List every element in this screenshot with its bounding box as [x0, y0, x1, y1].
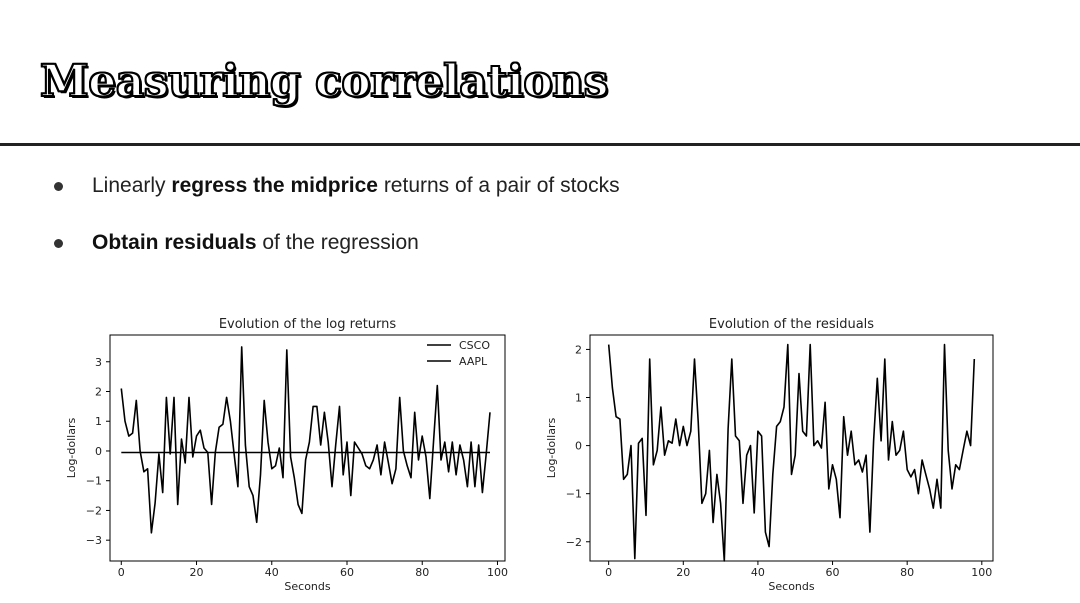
y-tick-label: −1 — [566, 488, 582, 501]
legend-label: AAPL — [459, 355, 488, 368]
x-tick-label: 40 — [265, 566, 279, 579]
bullet-text-bold: regress the midprice — [171, 174, 378, 197]
chart-title: Evolution of the log returns — [219, 317, 397, 332]
series-line-residuals — [607, 343, 976, 562]
series-line-aapl — [120, 346, 491, 534]
bullet-text-post: returns of a pair of stocks — [377, 174, 620, 197]
y-tick-label: −2 — [86, 504, 102, 517]
x-tick-label: 60 — [826, 566, 840, 579]
y-tick-label: −3 — [86, 534, 102, 547]
y-tick-label: 3 — [95, 356, 102, 369]
bullet-text-post: of the regression — [256, 231, 419, 254]
bullet-dot-icon — [54, 239, 63, 248]
bullet-text-bold: Obtain residuals — [92, 231, 257, 254]
x-tick-label: 20 — [676, 566, 690, 579]
y-tick-label: 1 — [575, 392, 582, 405]
plot-frame — [109, 334, 506, 562]
x-tick-label: 60 — [340, 566, 354, 579]
x-axis-label: Seconds — [768, 580, 814, 593]
slide-title: Measuring correlations — [39, 55, 609, 108]
legend-label: CSCO — [459, 339, 490, 352]
y-tick-label: 2 — [575, 343, 582, 356]
x-tick-label: 100 — [487, 566, 508, 579]
x-tick-label: 100 — [971, 566, 992, 579]
y-tick-label: 0 — [575, 440, 582, 453]
y-tick-label: 2 — [95, 386, 102, 399]
bullet-text-pre: Linearly — [92, 174, 172, 197]
y-tick-label: 0 — [95, 445, 102, 458]
y-tick-label: −2 — [566, 536, 582, 549]
y-tick-label: 1 — [95, 415, 102, 428]
bullet-item: Linearly regress the midprice returns of… — [52, 170, 620, 202]
x-tick-label: 40 — [751, 566, 765, 579]
bullet-list: Linearly regress the midprice returns of… — [52, 170, 620, 284]
x-tick-label: 80 — [900, 566, 914, 579]
chart-title: Evolution of the residuals — [709, 317, 874, 332]
y-axis-label: Log-dollars — [545, 418, 558, 479]
plot-frame — [589, 334, 994, 562]
x-axis-label: Seconds — [284, 580, 330, 593]
x-tick-label: 0 — [118, 566, 125, 579]
y-axis-label: Log-dollars — [65, 418, 78, 479]
x-tick-label: 20 — [190, 566, 204, 579]
x-tick-label: 80 — [415, 566, 429, 579]
y-tick-label: −1 — [86, 475, 102, 488]
bullet-item: Obtain residuals of the regression — [52, 227, 620, 259]
x-tick-label: 0 — [605, 566, 612, 579]
title-divider — [0, 143, 1080, 146]
bullet-dot-icon — [54, 182, 63, 191]
